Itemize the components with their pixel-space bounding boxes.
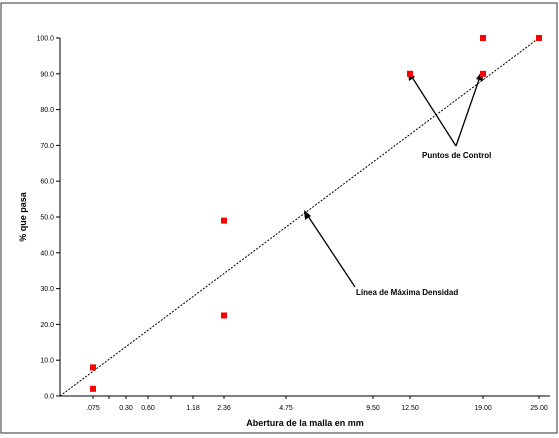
annotation-control-points: Puntos de Control	[422, 151, 491, 160]
y-tick-label: 30.0	[40, 286, 54, 293]
y-tick-label: 20.0	[40, 322, 54, 329]
y-tick-label: 40.0	[40, 250, 54, 257]
y-tick-label: 70.0	[40, 143, 54, 150]
data-point	[90, 385, 96, 392]
y-tick-label: 0.0	[44, 394, 54, 401]
x-tick-label: 1.18	[186, 405, 200, 412]
x-tick-label: 4.75	[279, 405, 293, 412]
control-arrow-left	[409, 73, 457, 147]
y-tick-label: 80.0	[40, 107, 54, 114]
x-tick-label: 9.50	[366, 405, 380, 412]
x-ticks: .075 0.30 0.60 1.18 2.36 4.75 9.50 12.50 19.00 25…	[86, 396, 548, 412]
x-axis-title: Abertura de la malla en mm	[246, 418, 364, 428]
x-tick-label: 2.36	[217, 405, 231, 412]
y-axis-title: % que pasa	[18, 191, 28, 242]
y-tick-label: 10.0	[40, 358, 54, 365]
x-tick-label: 0.60	[141, 405, 155, 412]
data-points	[90, 35, 542, 392]
control-arrow-right	[455, 73, 482, 147]
data-point	[480, 70, 486, 77]
x-tick-label: .075	[86, 405, 100, 412]
data-point	[480, 35, 486, 41]
max-density-line	[59, 37, 540, 397]
data-point	[221, 312, 227, 319]
x-tick-label: 25.00	[530, 405, 548, 412]
x-tick-label: 19.00	[474, 405, 492, 412]
data-point	[536, 35, 542, 41]
data-point	[90, 364, 96, 371]
annotation-max-density-line: Línea de Máxima Densidad	[356, 288, 458, 297]
density-line-arrow	[304, 210, 356, 288]
x-tick-label: 0.30	[119, 405, 133, 412]
x-tick-label: 12.50	[401, 405, 419, 412]
y-ticks: 0.0 10.0 20.0 30.0 40.0 50.0 60.0 70.0 80.0 90.0 1…	[36, 36, 60, 401]
y-tick-label: 90.0	[40, 71, 54, 78]
data-point	[407, 70, 413, 77]
density-arrow	[305, 212, 356, 288]
y-tick-label: 50.0	[40, 215, 54, 222]
y-tick-label: 60.0	[40, 179, 54, 186]
data-point	[221, 217, 227, 224]
y-tick-label: 100.0	[36, 36, 54, 43]
density-arrowhead	[304, 210, 311, 220]
